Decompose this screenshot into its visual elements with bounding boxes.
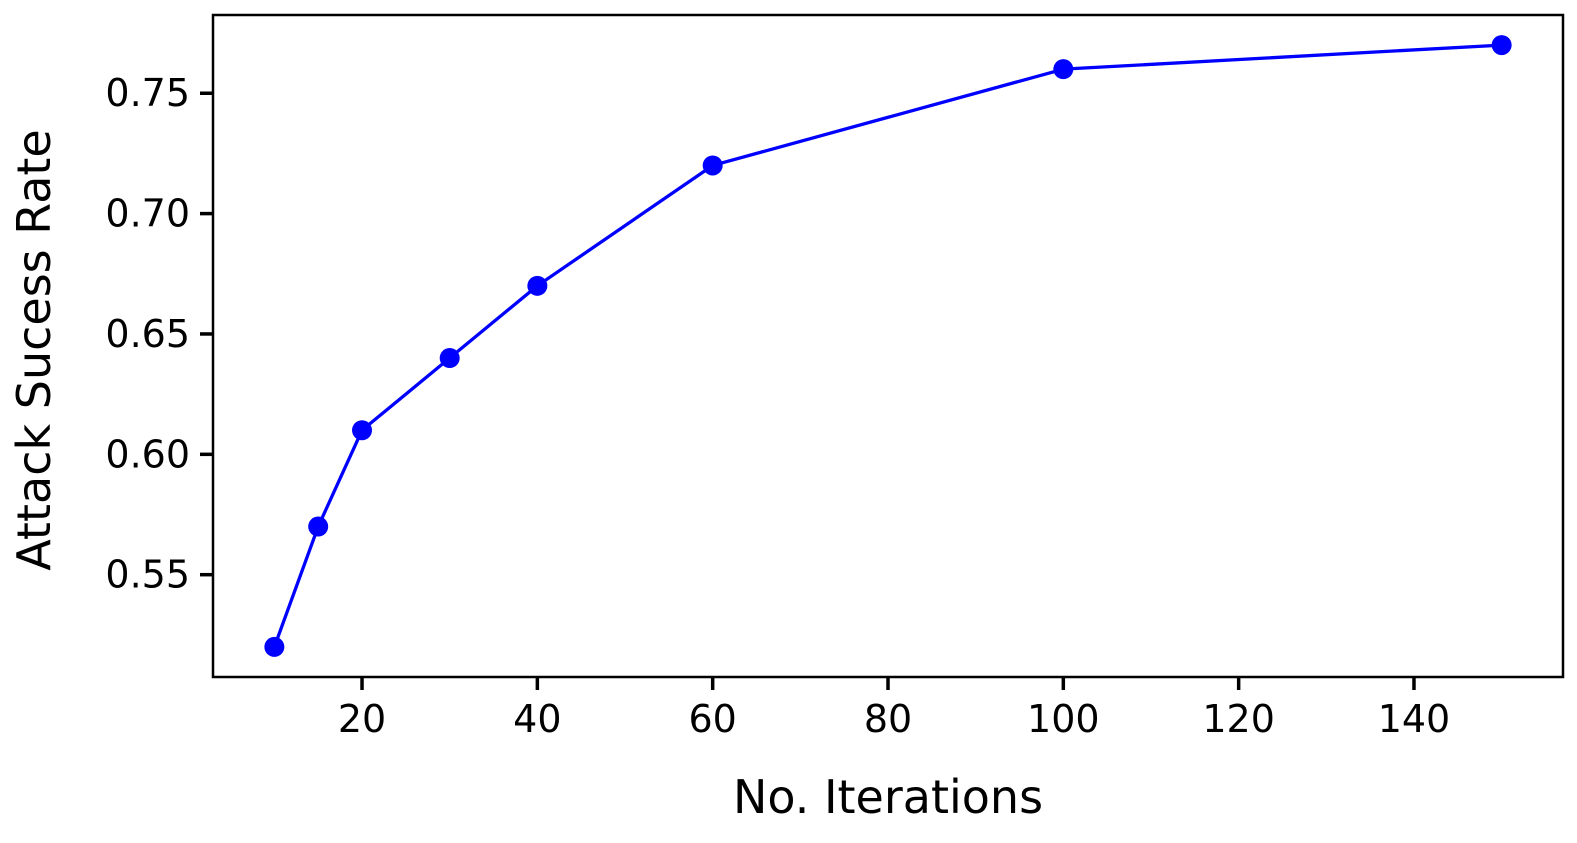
y-axis-label: Attack Sucess Rate: [7, 129, 61, 571]
x-tick-label: 100: [1027, 697, 1100, 741]
data-point: [702, 155, 723, 176]
y-tick-label: 0.70: [105, 192, 190, 236]
plot-border: [211, 13, 1565, 679]
y-tick-label: 0.60: [105, 432, 190, 476]
data-point: [352, 420, 373, 441]
y-tick-label: 0.55: [105, 553, 190, 597]
x-axis-label: No. Iterations: [732, 770, 1044, 824]
data-point: [1491, 35, 1512, 56]
x-tick-label: 140: [1378, 697, 1451, 741]
x-tick-label: 80: [864, 697, 912, 741]
x-tick-label: 60: [688, 697, 736, 741]
x-tick-label: 120: [1202, 697, 1275, 741]
x-tick-label: 20: [338, 697, 386, 741]
data-point: [308, 516, 329, 537]
x-tick-label: 40: [513, 697, 561, 741]
data-point: [527, 275, 548, 296]
data-point: [264, 636, 285, 657]
y-tick-label: 0.75: [105, 71, 190, 115]
data-line: [272, 43, 1504, 649]
data-point: [439, 348, 460, 369]
data-point: [1053, 59, 1074, 80]
y-tick-label: 0.65: [105, 312, 190, 356]
